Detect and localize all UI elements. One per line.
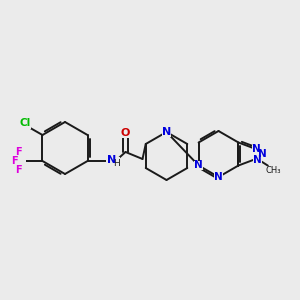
Text: Cl: Cl (20, 118, 31, 128)
Text: N: N (258, 149, 266, 159)
Bar (252, 146, 261, 153)
Text: O: O (121, 128, 130, 138)
Text: F: F (15, 147, 22, 157)
Text: F: F (11, 156, 18, 166)
Text: N: N (214, 172, 223, 182)
Bar (194, 161, 203, 170)
Bar (162, 128, 171, 136)
Bar (17, 121, 32, 129)
Text: N: N (194, 160, 203, 170)
Text: H: H (113, 160, 120, 169)
Bar (121, 128, 130, 137)
Text: N: N (254, 154, 262, 165)
Text: N: N (107, 155, 116, 165)
Text: F: F (15, 165, 22, 175)
Bar (214, 172, 223, 182)
Text: N: N (253, 144, 261, 154)
Text: N: N (162, 127, 171, 137)
Bar (7, 147, 26, 175)
Bar (257, 150, 266, 158)
Bar (106, 157, 119, 166)
Text: CH₃: CH₃ (265, 166, 280, 175)
Bar (253, 156, 262, 164)
